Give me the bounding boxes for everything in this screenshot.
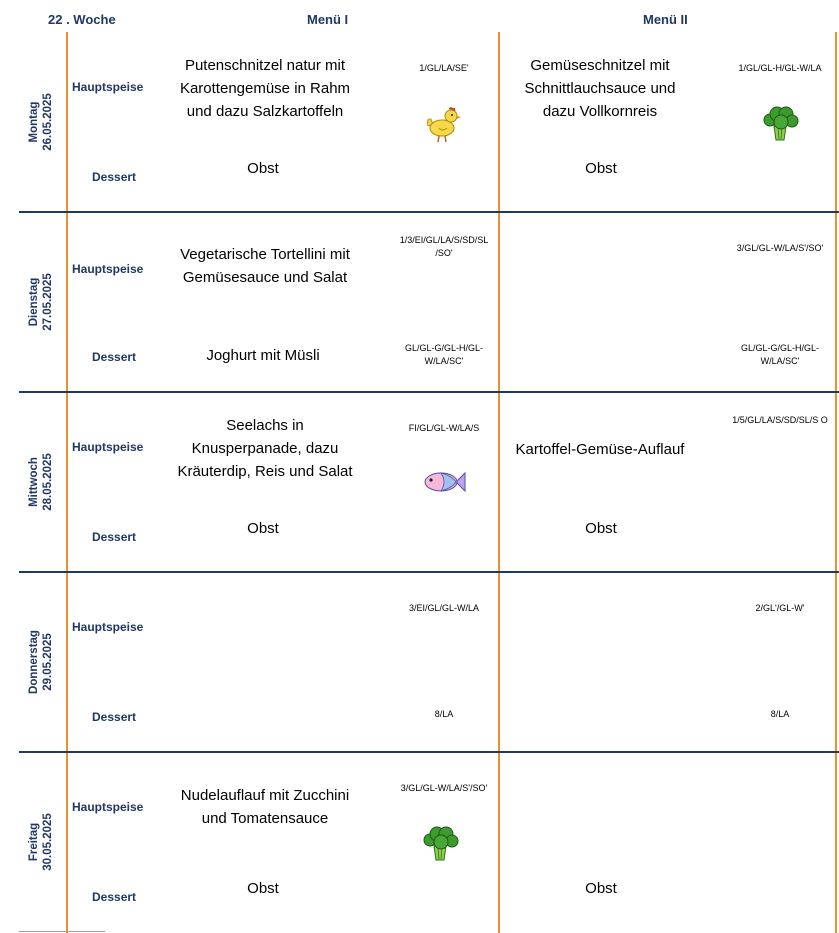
dessert-label: Dessert	[92, 710, 137, 724]
day-label: Mittwoch 28.05.2025	[18, 392, 64, 572]
day-block-donnerstag: Donnerstag 29.05.2025 Hauptspeise Desser…	[0, 572, 839, 752]
day-name: Mittwoch	[28, 457, 40, 507]
menu-1-main-dish: Vegetarische Tortellini mit Gemüsesauce …	[145, 243, 385, 289]
menu-1-dessert: Obst	[247, 160, 279, 177]
menu-1-dessert: Joghurt mit Müsli	[206, 347, 320, 364]
day-name: Donnerstag	[28, 630, 40, 694]
bottom-edge-line	[19, 931, 105, 932]
day-name: Freitag	[28, 822, 40, 862]
divider-row	[19, 571, 839, 573]
menu-2-main-allergens: 1/5/GL/LA/S/SD/SL/S O	[732, 415, 828, 425]
main-course-label: Hauptspeise	[72, 800, 144, 814]
dish-line: Vegetarische Tortellini mit	[180, 246, 350, 263]
day-block-montag: Montag 26.05.2025 Hauptspeise Dessert Pu…	[0, 32, 839, 212]
day-date: 29.05.2025	[42, 633, 54, 691]
menu-2-dessert: Obst	[585, 520, 617, 537]
dish-line: Karottengemüse in Rahm	[179, 80, 351, 97]
menu-1-main-dish: Seelachs in Knusperpanade, dazu Kräuterd…	[145, 414, 385, 483]
dish-line: Knusperpanade, dazu	[191, 440, 339, 457]
menu-1-dessert: Obst	[247, 520, 279, 537]
menu-2-main-dish: Gemüseschnitzel mit Schnittlauchsauce un…	[505, 54, 695, 123]
dish-line: Kartoffel-Gemüse-Auflauf	[515, 441, 685, 458]
menu-1-main-allergens: 1/3/EI/GL/LA/S/SD/SL /SO'	[399, 235, 489, 258]
day-label: Donnerstag 29.05.2025	[18, 572, 64, 752]
dish-line: Schnittlauchsauce und	[524, 80, 676, 97]
menu-1-main-dish: Nudelauflauf mit Zucchini und Tomatensau…	[145, 784, 385, 830]
divider-menu-columns	[498, 32, 500, 933]
dish-line: Gemüseschnitzel mit	[530, 57, 670, 74]
menu-1-main-allergens: 1/GL/LA/SE'	[419, 63, 469, 73]
day-label: Dienstag 27.05.2025	[18, 212, 64, 392]
day-name: Dienstag	[28, 277, 40, 327]
week-title: 22 . Woche	[48, 12, 116, 27]
dish-line: Putenschnitzel natur mit	[184, 57, 346, 74]
day-label: Freitag 30.05.2025	[18, 752, 64, 932]
main-course-label: Hauptspeise	[72, 440, 144, 454]
dessert-label: Dessert	[92, 350, 137, 364]
menu-2-main-dish: Kartoffel-Gemüse-Auflauf	[500, 438, 700, 461]
dessert-label: Dessert	[92, 530, 137, 544]
main-course-label: Hauptspeise	[72, 262, 144, 276]
divider-right-edge	[835, 32, 837, 933]
dish-line: Seelachs in	[226, 417, 304, 434]
menu-1-main-allergens: FI/GL/GL-W/LA/S	[408, 423, 480, 433]
broccoli-icon	[422, 824, 462, 869]
menu-1-main-allergens: 3/GL/GL-W/LA/S'/SO'	[400, 783, 488, 793]
menu-2-main-allergens: 2/GL'/GL-W'	[755, 603, 805, 613]
menu-2-dessert-allergens: 8/LA	[770, 709, 790, 719]
menu-2-dessert-allergens: GL/GL-G/GL-H/GL- W/LA/SC'	[740, 343, 820, 366]
day-date: 26.05.2025	[42, 93, 54, 151]
day-date: 30.05.2025	[42, 813, 54, 871]
dish-line: und Tomatensauce	[201, 810, 329, 827]
day-label: Montag 26.05.2025	[18, 32, 64, 212]
menu-2-main-allergens: 1/GL/GL-H/GL-W/LA	[738, 63, 822, 73]
menu-1-header: Menü I	[307, 12, 349, 27]
main-course-label: Hauptspeise	[72, 620, 144, 634]
menu-2-main-allergens: 3/GL/GL-W/LA/S'/SO'	[736, 243, 824, 253]
divider-day-column	[66, 32, 68, 933]
menu-1-main-allergens: 3/EI/GL/GL-W/LA	[408, 603, 480, 613]
dish-line: dazu Vollkornreis	[542, 103, 658, 120]
fish-icon	[422, 468, 466, 501]
dish-line: und dazu Salzkartoffeln	[186, 103, 344, 120]
menu-2-dessert: Obst	[585, 160, 617, 177]
menu-1-dessert: Obst	[247, 880, 279, 897]
dish-line: Kräuterdip, Reis und Salat	[177, 463, 353, 480]
menu-1-dessert-allergens: GL/GL-G/GL-H/GL- W/LA/SC'	[404, 343, 484, 366]
dish-line: Gemüsesauce und Salat	[182, 269, 348, 286]
dessert-label: Dessert	[92, 170, 137, 184]
chicken-icon	[422, 104, 462, 149]
divider-row	[19, 751, 839, 753]
broccoli-icon	[762, 104, 802, 149]
dish-line: Nudelauflauf mit Zucchini	[180, 787, 350, 804]
day-date: 28.05.2025	[42, 453, 54, 511]
day-block-mittwoch: Mittwoch 28.05.2025 Hauptspeise Dessert …	[0, 392, 839, 572]
menu-2-dessert: Obst	[585, 880, 617, 897]
dessert-label: Dessert	[92, 890, 137, 904]
divider-row	[19, 391, 839, 393]
day-block-dienstag: Dienstag 27.05.2025 Hauptspeise Dessert …	[0, 212, 839, 392]
menu-1-dessert-allergens: 8/LA	[434, 709, 454, 719]
menu-2-header: Menü II	[643, 12, 688, 27]
main-course-label: Hauptspeise	[72, 80, 144, 94]
day-name: Montag	[28, 101, 40, 143]
day-block-freitag: Freitag 30.05.2025 Hauptspeise Dessert N…	[0, 752, 839, 932]
divider-row	[19, 211, 839, 213]
menu-1-main-dish: Putenschnitzel natur mit Karottengemüse …	[145, 54, 385, 123]
day-date: 27.05.2025	[42, 273, 54, 331]
